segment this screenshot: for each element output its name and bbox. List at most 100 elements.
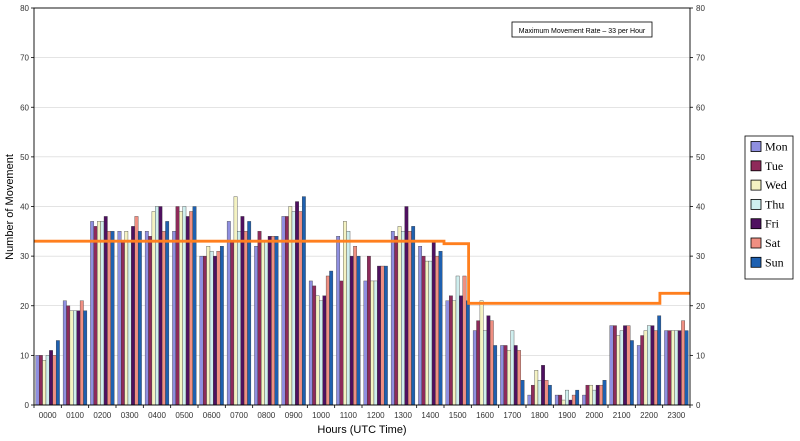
bar-fri-0600	[213, 255, 217, 406]
bar-fri-0700	[240, 216, 245, 406]
bar-thu-0000	[45, 355, 50, 406]
bar-thu-2000	[592, 389, 597, 406]
bar-wed-1400	[425, 260, 429, 406]
x-tick-label: 0500	[175, 411, 193, 420]
bar-wed-0100	[69, 310, 74, 406]
bar-wed-0600	[206, 246, 211, 406]
bar-mon-1000	[308, 280, 313, 406]
bar-wed-0700	[233, 196, 238, 406]
bar-tue-1200	[366, 255, 371, 406]
bar-thu-2300	[674, 330, 679, 406]
bar-thu-0300	[127, 241, 132, 406]
bar-thu-1100	[346, 231, 351, 406]
capacity-line	[34, 239, 690, 305]
y-tick-label-left: 10	[20, 351, 29, 360]
legend-swatch-mon	[750, 141, 762, 152]
bar-mon-0000	[35, 355, 40, 406]
bar-tue-1400	[421, 255, 426, 406]
bar-mon-1100	[336, 236, 341, 406]
bar-mon-0400	[144, 231, 149, 406]
bar-wed-2200	[643, 330, 648, 406]
y-tick-label-left: 0	[25, 401, 30, 410]
bar-tue-1300	[394, 236, 399, 406]
bar-fri-2000	[595, 384, 600, 406]
bar-mon-1500	[445, 300, 450, 406]
bar-sun-2000	[602, 380, 607, 406]
bar-sat-0800	[271, 236, 276, 406]
x-tick-label: 1600	[476, 411, 494, 420]
bar-sun-0100	[83, 310, 88, 406]
x-tick-label: 2000	[585, 411, 603, 420]
bar-sun-1600	[493, 345, 498, 406]
bar-wed-1200	[370, 280, 375, 406]
legend-label-sun: Sun	[765, 255, 784, 269]
bar-fri-2200	[650, 325, 655, 406]
bar-sun-1300	[411, 226, 416, 406]
bar-sun-0800	[274, 236, 279, 406]
bar-sat-0100	[79, 300, 84, 406]
bar-sun-1200	[383, 265, 388, 406]
x-tick-labels: 0000 0100 0200 0300 0400 0500 0600 0700 0800 0900…	[39, 411, 686, 420]
bar-sat-1800	[544, 380, 549, 406]
bar-sat-2100	[626, 325, 631, 406]
bar-tue-1100	[339, 280, 344, 406]
legend-label-sat: Sat	[765, 236, 781, 250]
bar-sat-0200	[107, 231, 112, 406]
bar-sat-2200	[653, 330, 658, 406]
bar-fri-1000	[322, 295, 327, 406]
bar-sun-1700	[520, 380, 525, 406]
bar-thu-0700	[237, 231, 241, 406]
bar-sun-0300	[137, 231, 142, 406]
y-tick-label-left: 60	[20, 103, 29, 112]
y-tick-label-right: 80	[696, 4, 705, 13]
bar-fri-1100	[349, 255, 354, 406]
bar-sat-0700	[243, 231, 248, 406]
bar-wed-1600	[479, 300, 484, 406]
bar-wed-0900	[288, 206, 293, 406]
bar-sat-0600	[216, 250, 221, 406]
bar-sun-1900	[575, 389, 580, 406]
bar-tue-1000	[312, 285, 317, 406]
legend-swatch-fri	[750, 218, 762, 230]
bar-wed-0000	[42, 360, 47, 406]
bar-sun-2100	[629, 340, 634, 406]
bar-tue-0200	[93, 226, 98, 406]
bar-sun-0600	[219, 246, 224, 406]
legend-label-thu: Thu	[765, 197, 784, 211]
bar-fri-1800	[541, 365, 545, 406]
bar-mon-0300	[117, 231, 122, 406]
bar-fri-1500	[459, 295, 463, 406]
bar-tue-2200	[640, 335, 645, 406]
bar-mon-2300	[664, 330, 669, 406]
bar-tue-0400	[148, 236, 153, 406]
y-tick-label-left: 70	[20, 54, 29, 63]
bar-mon-1300	[390, 231, 395, 406]
bar-mon-2100	[609, 325, 614, 406]
bar-series-group	[35, 196, 689, 406]
bar-tue-0900	[284, 216, 289, 406]
bar-tue-2000	[585, 384, 590, 406]
bar-fri-2100	[623, 325, 627, 406]
bar-sun-1800	[547, 384, 552, 406]
y-tick-label-left: 30	[20, 252, 29, 261]
bar-wed-1300	[397, 226, 402, 406]
bar-sat-1300	[407, 231, 412, 406]
y-tick-labels-left: 0 10 20 30 40 50 60 70 80	[20, 4, 29, 410]
x-tick-label: 0900	[285, 411, 303, 420]
bar-mon-1200	[363, 280, 368, 406]
bar-wed-1800	[534, 370, 539, 406]
bar-thu-1300	[401, 231, 405, 406]
bar-fri-1300	[404, 206, 409, 406]
bar-fri-0300	[131, 226, 135, 406]
x-tick-label: 0800	[257, 411, 275, 420]
axes-group	[31, 7, 693, 408]
bar-sat-1100	[353, 246, 358, 406]
legend-label-mon: Mon	[765, 140, 788, 154]
bar-mon-2000	[582, 394, 587, 406]
bar-wed-1000	[315, 295, 320, 406]
y-tick-label-right: 0	[696, 401, 701, 410]
legend-swatch-wed	[750, 179, 762, 191]
y-tick-label-left: 20	[20, 302, 29, 311]
x-tick-label: 1800	[531, 411, 549, 420]
y-tick-label-left: 50	[20, 153, 29, 162]
